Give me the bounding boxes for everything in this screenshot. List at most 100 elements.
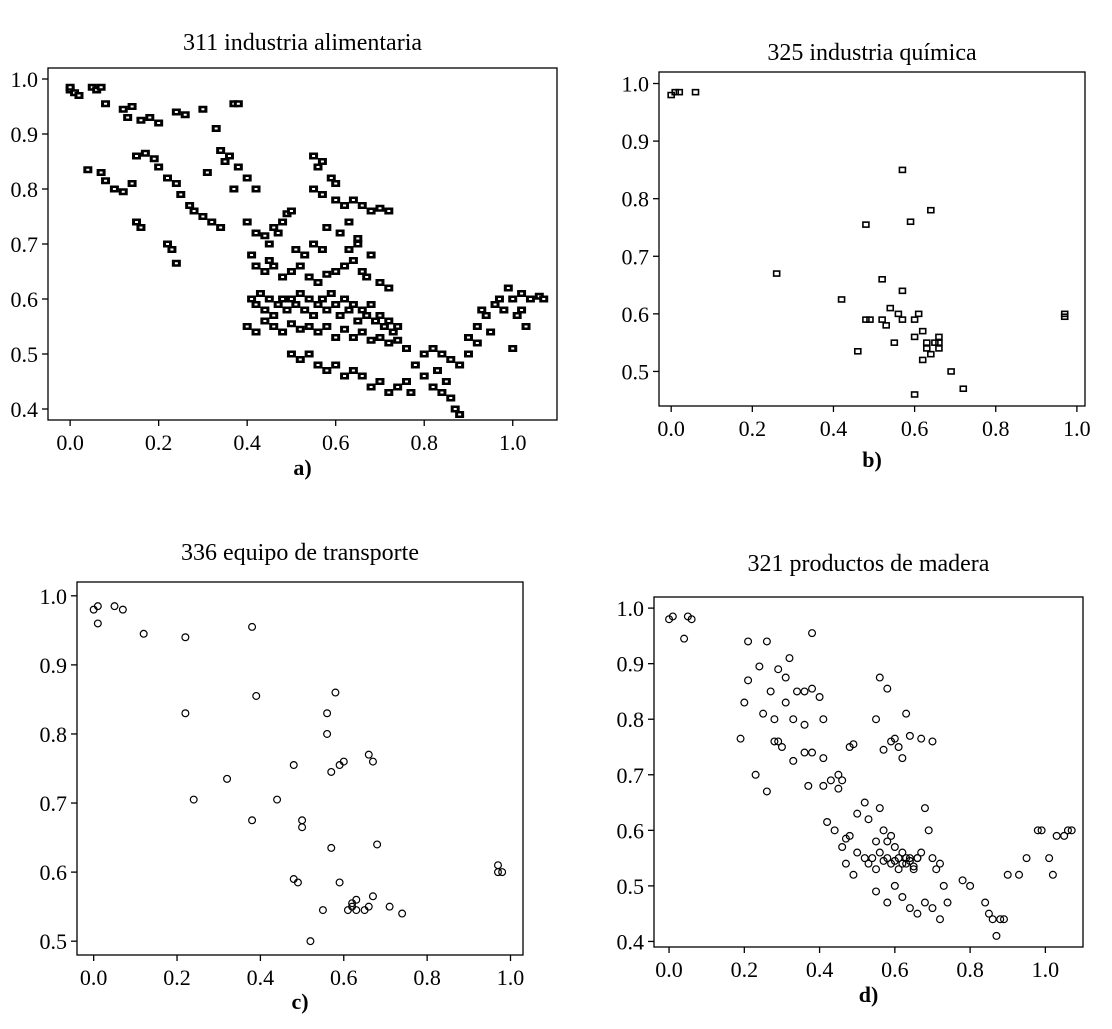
data-point-highlight — [396, 325, 400, 328]
data-point — [935, 345, 943, 352]
data-point-highlight — [112, 188, 116, 190]
data-point-highlight — [223, 160, 227, 163]
data-point-highlight — [458, 413, 462, 416]
data-point — [181, 633, 190, 642]
x-tick-label: 0.8 — [956, 957, 984, 982]
data-point — [352, 906, 361, 915]
data-point-highlight — [480, 309, 484, 311]
data-point-highlight — [351, 199, 355, 201]
y-tick-label: 0.4 — [617, 929, 645, 954]
data-point — [883, 837, 892, 846]
data-point-highlight — [143, 152, 147, 155]
data-point — [883, 898, 892, 907]
data-point-highlight — [77, 94, 81, 97]
x-tick-label: 0.4 — [247, 965, 275, 990]
data-point-highlight — [99, 171, 103, 174]
data-point — [736, 734, 745, 743]
y-tick-label: 0.9 — [617, 652, 645, 677]
data-point — [1045, 854, 1054, 863]
data-point — [853, 809, 862, 818]
data-point — [875, 673, 884, 682]
x-tick-label: 0.2 — [163, 965, 191, 990]
data-point-highlight — [174, 262, 178, 265]
chart-title: 325 industria química — [767, 40, 977, 66]
data-point — [894, 310, 903, 318]
data-point-highlight — [431, 347, 435, 350]
data-point-highlight — [174, 111, 178, 113]
data-point — [935, 339, 943, 346]
data-point-highlight — [347, 309, 351, 311]
data-point-highlight — [312, 155, 316, 157]
data-point — [918, 356, 927, 364]
data-point — [898, 316, 907, 323]
y-tick-label: 0.8 — [40, 722, 68, 747]
x-tick-label: 1.0 — [1063, 416, 1091, 441]
data-point — [943, 898, 952, 907]
data-point — [785, 654, 794, 663]
x-tick-label: 0.2 — [739, 416, 767, 441]
chart-panel-4: 321 productos de madera 0.0 0.2 0.4 0.6 0.8 1.… — [617, 551, 1084, 1007]
data-point — [318, 906, 327, 915]
x-tick-label: 0.0 — [655, 957, 683, 982]
y-tick-label: 0.8 — [11, 177, 39, 202]
x-tick-label: 0.0 — [657, 416, 685, 441]
data-point — [1052, 831, 1061, 840]
data-point — [988, 915, 997, 924]
data-point — [928, 854, 937, 863]
data-point-highlight — [254, 265, 258, 267]
data-point-highlight — [281, 298, 285, 300]
data-point — [834, 770, 843, 779]
data-point-highlight — [139, 119, 143, 122]
data-point — [928, 737, 937, 746]
data-point — [931, 339, 939, 346]
data-point — [498, 868, 507, 877]
data-point-highlight — [405, 347, 409, 350]
data-point-highlight — [489, 331, 493, 333]
data-point-highlight — [506, 287, 510, 289]
data-point-highlight — [351, 369, 355, 372]
data-point-highlight — [267, 298, 271, 300]
data-point — [924, 826, 933, 835]
data-point-highlight — [68, 86, 72, 89]
data-point — [331, 688, 340, 697]
data-point — [800, 687, 809, 696]
data-point-highlight — [183, 113, 187, 116]
x-tick-label: 0.6 — [322, 430, 350, 455]
data-point — [866, 316, 874, 323]
data-point-highlight — [356, 243, 360, 245]
data-point-highlight — [511, 347, 515, 350]
data-point-highlight — [294, 248, 298, 251]
data-point — [887, 831, 896, 840]
data-point — [368, 757, 377, 766]
y-tick-label: 1.0 — [617, 596, 645, 621]
y-tick-label: 1.0 — [11, 67, 39, 92]
data-point — [898, 848, 907, 857]
y-tick-label: 0.9 — [40, 653, 68, 678]
data-point — [1037, 826, 1046, 835]
data-point — [898, 754, 907, 763]
data-point-highlight — [130, 105, 134, 108]
data-point — [789, 756, 798, 765]
data-point-highlight — [289, 210, 293, 212]
data-point — [872, 887, 881, 896]
data-point-highlight — [369, 339, 373, 342]
data-point — [922, 345, 931, 352]
data-point — [323, 709, 332, 718]
y-tick-label: 1.0 — [40, 584, 68, 609]
data-point-highlight — [329, 177, 333, 179]
data-point-highlight — [387, 342, 391, 344]
data-point — [687, 615, 696, 624]
y-tick-label: 0.7 — [617, 763, 645, 788]
panel-label: a) — [293, 455, 311, 480]
data-point-highlight — [542, 298, 546, 300]
data-point-highlight — [192, 210, 196, 212]
y-tick-label: 0.9 — [622, 129, 650, 154]
data-point-highlight — [320, 160, 324, 163]
data-point-highlight — [449, 397, 453, 399]
data-point — [298, 816, 307, 825]
data-point — [755, 662, 764, 671]
data-point-highlight — [250, 254, 254, 256]
data-point-highlight — [378, 336, 382, 339]
data-point — [1067, 826, 1076, 835]
data-point — [853, 347, 862, 355]
